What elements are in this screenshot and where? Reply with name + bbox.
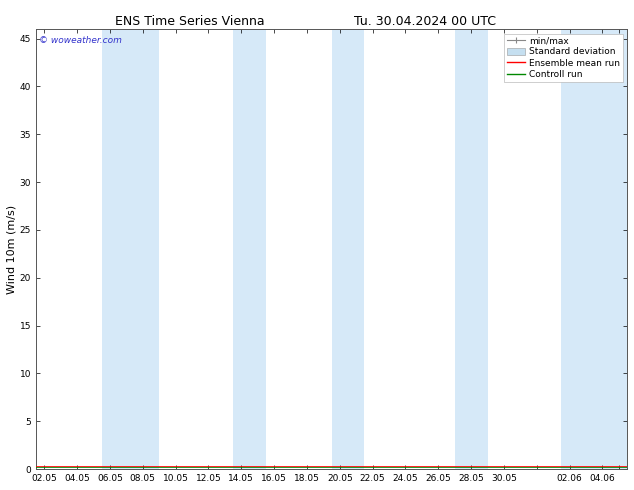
Text: ENS Time Series Vienna: ENS Time Series Vienna: [115, 15, 265, 28]
Y-axis label: Wind 10m (m/s): Wind 10m (m/s): [7, 204, 17, 294]
Bar: [332, 29, 365, 469]
Text: © woweather.com: © woweather.com: [39, 36, 122, 45]
Bar: [561, 29, 627, 469]
Bar: [455, 29, 488, 469]
Bar: [233, 29, 266, 469]
Text: Tu. 30.04.2024 00 UTC: Tu. 30.04.2024 00 UTC: [354, 15, 496, 28]
Bar: [101, 29, 134, 469]
Bar: [134, 29, 159, 469]
Legend: min/max, Standard deviation, Ensemble mean run, Controll run: min/max, Standard deviation, Ensemble me…: [505, 33, 623, 82]
